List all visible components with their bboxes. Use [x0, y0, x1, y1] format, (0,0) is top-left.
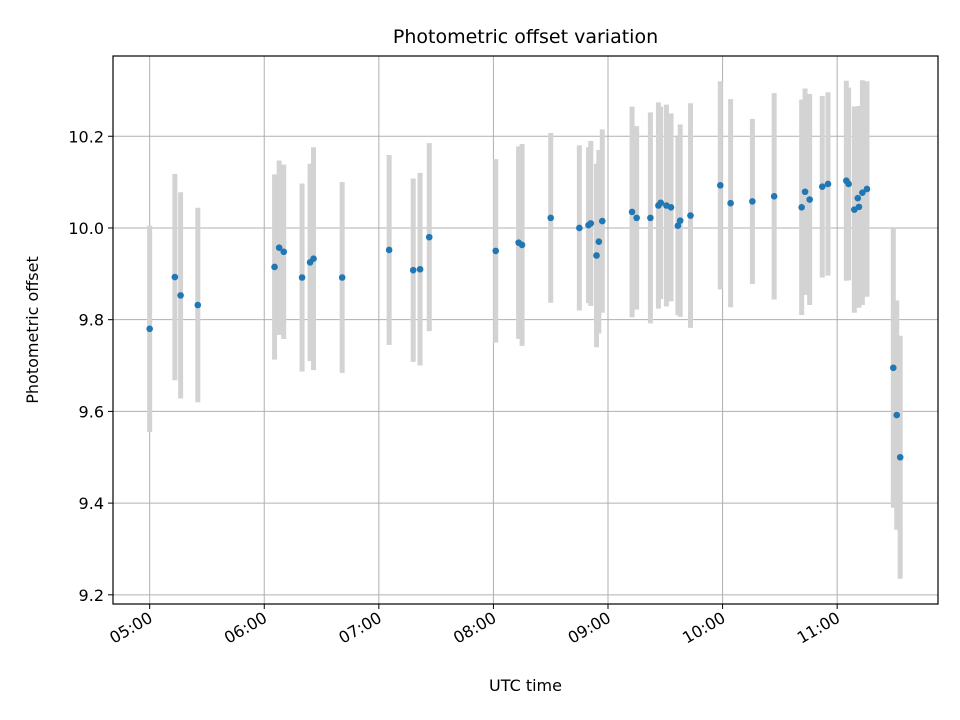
- data-point: [676, 217, 684, 224]
- data-point: [576, 224, 583, 232]
- data-point: [749, 198, 756, 205]
- axis-ticks: 05:00 06:00 07:00 08:00 09:00 10:00 11:00 9.2 9.…: [68, 127, 843, 647]
- data-point: [855, 203, 863, 211]
- x-tick-label: 06:00: [221, 608, 270, 648]
- data-point: [657, 199, 665, 207]
- grid: [113, 56, 938, 604]
- x-tick-label: 05:00: [106, 608, 155, 648]
- data-point: [416, 265, 424, 273]
- data-point: [425, 233, 433, 241]
- data-point: [890, 364, 897, 372]
- data-point: [518, 241, 526, 249]
- data-point: [716, 182, 724, 189]
- data-point: [647, 214, 654, 222]
- data-point: [385, 246, 393, 254]
- data-point: [770, 193, 778, 200]
- x-tick-label: 11:00: [794, 608, 843, 648]
- data-point: [801, 188, 809, 196]
- data-point: [587, 220, 595, 227]
- data-point: [595, 238, 603, 246]
- data-point: [667, 204, 675, 211]
- data-point: [146, 325, 153, 333]
- x-axis-label: UTC time: [489, 676, 562, 695]
- data-point: [806, 196, 813, 203]
- x-tick-label: 10:00: [679, 608, 728, 648]
- data-point: [338, 274, 346, 281]
- y-tick-label: 9.2: [79, 586, 104, 605]
- data-point: [310, 255, 317, 262]
- data-point: [893, 411, 901, 419]
- data-point: [859, 189, 866, 196]
- data-point: [492, 247, 500, 255]
- data-point: [171, 273, 179, 281]
- data-point: [177, 292, 184, 299]
- data-point: [863, 185, 871, 193]
- data-point: [818, 183, 826, 190]
- data-point: [727, 199, 734, 207]
- y-tick-label: 9.4: [79, 494, 104, 513]
- y-axis-label: Photometric offset: [23, 256, 42, 404]
- data-point: [271, 263, 278, 271]
- data-point: [275, 244, 283, 251]
- data-point: [687, 212, 694, 219]
- data-point: [628, 208, 636, 216]
- y-tick-label: 10.2: [68, 127, 104, 146]
- data-point: [280, 248, 288, 256]
- y-tick-label: 9.6: [79, 402, 104, 421]
- data-point: [896, 453, 904, 461]
- data-point: [547, 214, 555, 222]
- x-tick-label: 08:00: [450, 608, 499, 648]
- x-tick-label: 09:00: [565, 608, 614, 648]
- data-point: [633, 214, 640, 222]
- chart-title: Photometric offset variation: [393, 26, 658, 48]
- x-tick-label: 07:00: [335, 608, 384, 648]
- data-point: [409, 266, 417, 274]
- data-point: [593, 252, 600, 259]
- error-bars: [147, 80, 903, 579]
- data-point: [824, 180, 832, 188]
- data-point: [674, 222, 682, 229]
- data-points: [146, 177, 904, 461]
- data-point: [194, 301, 202, 309]
- y-tick-label: 9.8: [79, 311, 104, 330]
- data-point: [845, 180, 852, 188]
- y-tick-label: 10.0: [68, 219, 104, 238]
- data-point: [854, 194, 862, 202]
- data-point: [798, 204, 805, 211]
- plot-frame: [112, 55, 939, 605]
- data-point: [598, 217, 606, 225]
- data-point: [298, 274, 306, 281]
